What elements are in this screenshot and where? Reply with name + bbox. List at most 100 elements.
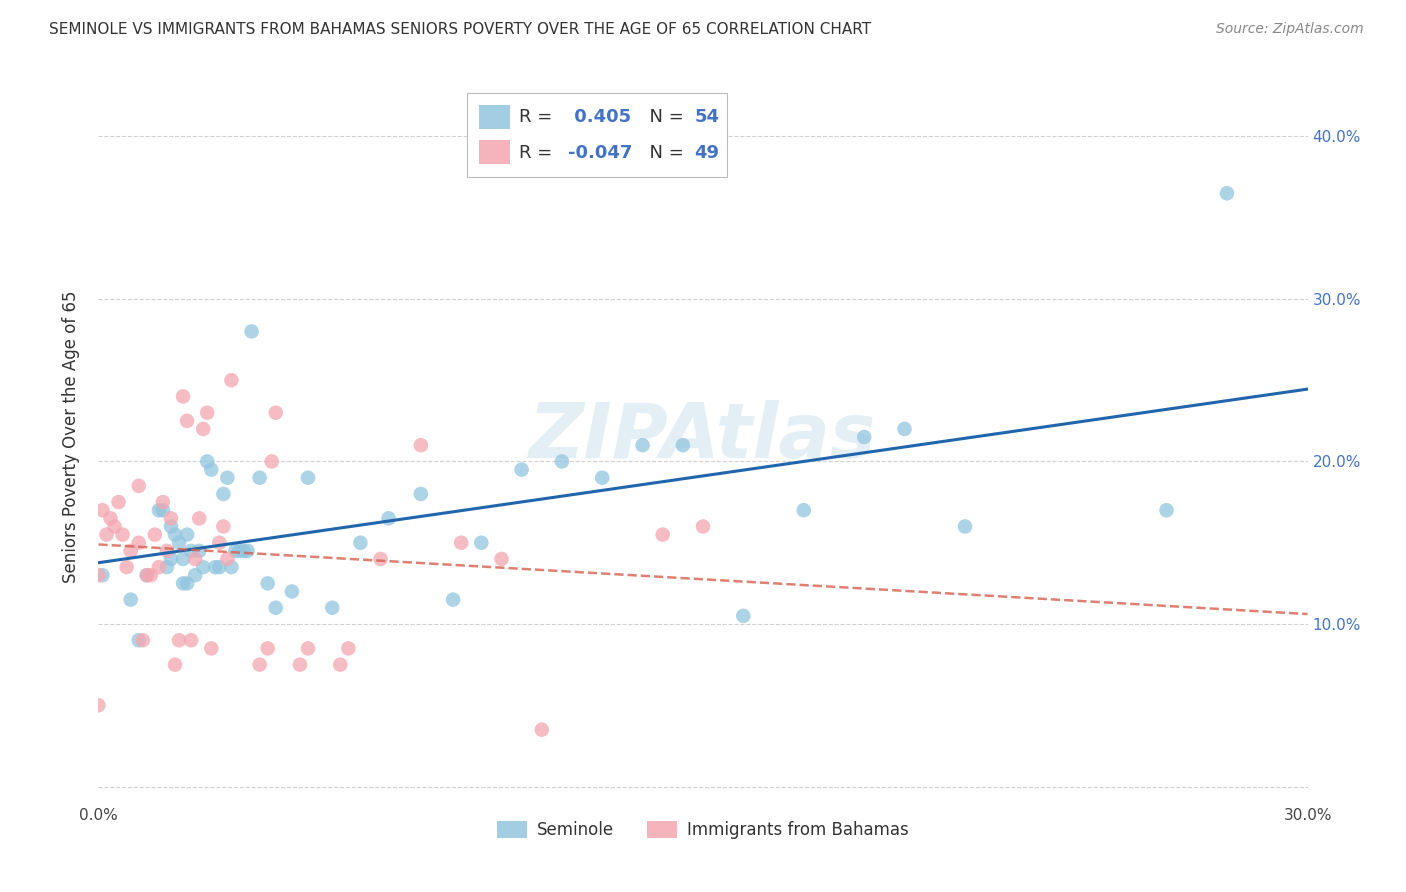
Point xyxy=(221,560,243,574)
Point xyxy=(120,544,142,558)
Point xyxy=(256,641,278,656)
Legend: Seminole, Immigrants from Bahamas: Seminole, Immigrants from Bahamas xyxy=(491,814,915,846)
Point xyxy=(260,454,283,468)
Point xyxy=(128,479,150,493)
Point xyxy=(167,535,190,549)
Point xyxy=(176,527,198,541)
Point xyxy=(672,438,695,452)
Point xyxy=(163,527,186,541)
Point xyxy=(100,511,122,525)
Point xyxy=(160,552,183,566)
Point xyxy=(321,600,343,615)
Point xyxy=(221,373,243,387)
Point xyxy=(288,657,311,672)
Point xyxy=(370,552,392,566)
Point xyxy=(217,552,239,566)
Point xyxy=(128,633,150,648)
Point xyxy=(176,414,198,428)
Point xyxy=(115,560,138,574)
Point xyxy=(208,560,231,574)
Point xyxy=(212,519,235,533)
Point xyxy=(107,495,129,509)
Point xyxy=(96,527,118,541)
Text: 49: 49 xyxy=(695,144,720,161)
Point xyxy=(377,511,399,525)
Point xyxy=(208,535,231,549)
Point xyxy=(409,438,432,452)
Point xyxy=(249,657,271,672)
Point xyxy=(853,430,876,444)
Point xyxy=(188,511,211,525)
Point xyxy=(132,633,155,648)
FancyBboxPatch shape xyxy=(467,94,727,178)
Text: Source: ZipAtlas.com: Source: ZipAtlas.com xyxy=(1216,22,1364,37)
Point xyxy=(470,535,492,549)
Point xyxy=(297,641,319,656)
Point xyxy=(953,519,976,533)
Point xyxy=(217,471,239,485)
Text: ZIPAtlas: ZIPAtlas xyxy=(529,401,877,474)
Point xyxy=(651,527,673,541)
Point xyxy=(152,495,174,509)
FancyBboxPatch shape xyxy=(479,105,509,129)
Point xyxy=(1216,186,1239,201)
Point xyxy=(631,438,654,452)
Point xyxy=(180,544,202,558)
Point xyxy=(120,592,142,607)
Point xyxy=(551,454,574,468)
Point xyxy=(184,568,207,582)
Point xyxy=(91,568,114,582)
Point xyxy=(193,560,215,574)
Point xyxy=(135,568,157,582)
Point xyxy=(195,406,218,420)
Point xyxy=(212,487,235,501)
Point xyxy=(152,503,174,517)
Text: 0.405: 0.405 xyxy=(568,109,631,127)
Point xyxy=(530,723,553,737)
Point xyxy=(281,584,304,599)
Point xyxy=(228,544,250,558)
Point xyxy=(441,592,464,607)
Point xyxy=(240,325,263,339)
Point xyxy=(236,544,259,558)
Point xyxy=(172,552,194,566)
Point xyxy=(249,471,271,485)
Point xyxy=(156,560,179,574)
Point xyxy=(329,657,352,672)
Point xyxy=(491,552,513,566)
Point xyxy=(188,544,211,558)
Point xyxy=(200,462,222,476)
Point xyxy=(1156,503,1178,517)
Point xyxy=(148,560,170,574)
Point xyxy=(200,641,222,656)
Point xyxy=(148,503,170,517)
Point xyxy=(184,552,207,566)
Point xyxy=(793,503,815,517)
Point xyxy=(172,576,194,591)
Text: R =: R = xyxy=(519,144,558,161)
Point xyxy=(224,544,246,558)
Text: -0.047: -0.047 xyxy=(568,144,631,161)
Point xyxy=(204,560,226,574)
Point xyxy=(111,527,134,541)
Point xyxy=(591,471,613,485)
Point xyxy=(167,633,190,648)
Text: SEMINOLE VS IMMIGRANTS FROM BAHAMAS SENIORS POVERTY OVER THE AGE OF 65 CORRELATI: SEMINOLE VS IMMIGRANTS FROM BAHAMAS SENI… xyxy=(49,22,872,37)
Text: N =: N = xyxy=(638,144,689,161)
Point xyxy=(160,511,183,525)
Point xyxy=(692,519,714,533)
Point xyxy=(172,389,194,403)
Point xyxy=(103,519,125,533)
Point xyxy=(180,633,202,648)
Point xyxy=(264,600,287,615)
Point xyxy=(450,535,472,549)
FancyBboxPatch shape xyxy=(479,140,509,164)
Point xyxy=(409,487,432,501)
Point xyxy=(337,641,360,656)
Point xyxy=(264,406,287,420)
Point xyxy=(256,576,278,591)
Point xyxy=(232,544,254,558)
Point xyxy=(349,535,371,549)
Point xyxy=(143,527,166,541)
Point xyxy=(87,698,110,713)
